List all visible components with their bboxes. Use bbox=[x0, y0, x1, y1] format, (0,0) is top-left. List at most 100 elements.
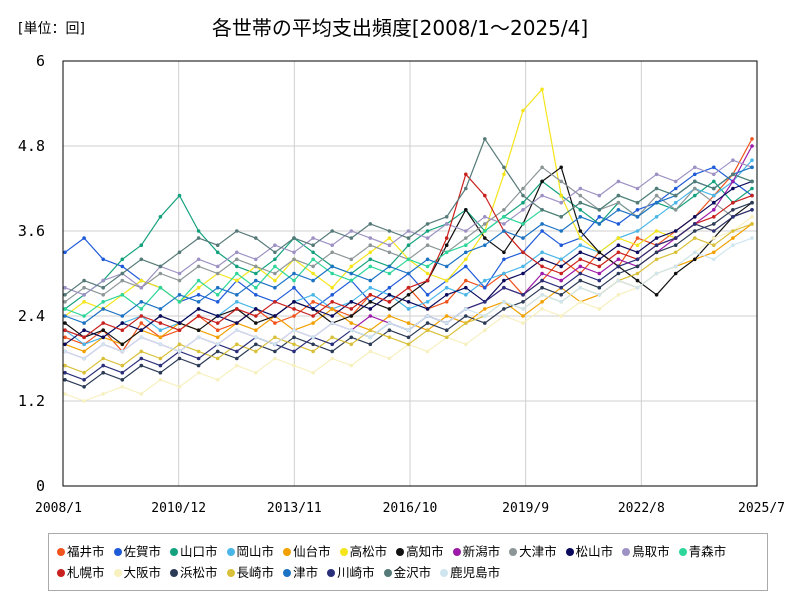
series-17-point-0 bbox=[63, 370, 67, 375]
series-3-point-16 bbox=[368, 285, 373, 290]
y-axis: 0 1.2 2.4 3.6 4.8 6 bbox=[18, 52, 45, 495]
series-1-point-14 bbox=[330, 293, 335, 297]
series-4-point-34 bbox=[712, 250, 716, 255]
series-0-point-12 bbox=[292, 314, 296, 318]
series-13-point-8 bbox=[215, 378, 220, 382]
legend-marker-18 bbox=[383, 569, 392, 577]
series-9-point-26 bbox=[559, 264, 563, 269]
series-11-point-24 bbox=[521, 222, 525, 226]
series-6-point-23 bbox=[502, 250, 506, 255]
series-6-point-25 bbox=[540, 179, 544, 184]
series-13-point-5 bbox=[158, 378, 163, 382]
series-1-point-28 bbox=[597, 215, 602, 219]
series-13-point-10 bbox=[254, 370, 258, 375]
series-16-point-0 bbox=[63, 314, 67, 318]
series-10-point-28 bbox=[597, 193, 602, 198]
series-8-point-19 bbox=[425, 243, 430, 247]
series-3-point-20 bbox=[444, 285, 449, 290]
series-14-point-4 bbox=[139, 363, 144, 368]
series-3-point-36 bbox=[750, 158, 754, 162]
series-11-point-20 bbox=[444, 250, 449, 255]
legend-marker-3 bbox=[226, 548, 235, 556]
series-11-point-13 bbox=[311, 257, 315, 262]
series-14-point-2 bbox=[101, 370, 105, 375]
legend-item-19: 鹿児島市 bbox=[440, 562, 500, 583]
series-9-point-29 bbox=[616, 243, 621, 247]
series-11-point-5 bbox=[158, 285, 163, 290]
series-3-point-26 bbox=[559, 257, 563, 262]
series-18-point-19 bbox=[425, 222, 430, 226]
series-13-point-11 bbox=[273, 356, 277, 361]
series-15-point-2 bbox=[101, 356, 105, 361]
series-4-point-8 bbox=[215, 335, 220, 340]
series-10-point-24 bbox=[521, 208, 525, 212]
series-19-point-4 bbox=[139, 335, 144, 340]
series-14-point-27 bbox=[578, 278, 583, 283]
series-8-point-8 bbox=[215, 271, 220, 276]
series-16-point-26 bbox=[559, 229, 563, 233]
legend-item-10: 鳥取市 bbox=[622, 541, 670, 562]
series-5-point-17 bbox=[387, 236, 392, 240]
series-12-point-9 bbox=[235, 307, 239, 311]
series-5-point-24 bbox=[521, 108, 525, 113]
series-19-point-19 bbox=[425, 314, 430, 318]
series-15-point-31 bbox=[654, 257, 659, 262]
legend-marker-5 bbox=[339, 548, 348, 556]
legend-label-1: 佐賀市 bbox=[123, 544, 162, 559]
series-10-point-1 bbox=[82, 293, 86, 297]
x-tick-label: 2022/8 bbox=[618, 501, 665, 516]
series-3-point-18 bbox=[406, 307, 411, 311]
series-17-point-5 bbox=[158, 363, 163, 368]
series-0-point-30 bbox=[635, 236, 640, 240]
series-10-point-6 bbox=[177, 271, 182, 276]
series-8-point-13 bbox=[311, 264, 315, 269]
series-2-point-13 bbox=[311, 250, 315, 255]
series-12-point-29 bbox=[616, 250, 621, 255]
series-9-point-13 bbox=[311, 307, 315, 311]
legend: 福井市 佐賀市 山口市 岡山市 仙台市 高松市 高知市 新潟市 大津市 松山市 鳥取市 青森市札幌市 大… bbox=[48, 533, 768, 591]
series-4-point-20 bbox=[444, 314, 449, 318]
series-2-point-33 bbox=[693, 193, 697, 198]
series-10-point-10 bbox=[254, 257, 258, 262]
series-9-point-0 bbox=[63, 342, 67, 347]
legend-marker-1 bbox=[113, 548, 122, 556]
series-14-point-34 bbox=[712, 222, 716, 226]
series-5-point-7 bbox=[196, 285, 201, 290]
series-6-point-10 bbox=[254, 321, 258, 325]
series-11-point-14 bbox=[330, 271, 335, 276]
series-18-point-35 bbox=[731, 172, 735, 177]
series-16-point-2 bbox=[101, 307, 105, 311]
series-5-point-31 bbox=[654, 229, 659, 233]
series-11-point-19 bbox=[425, 264, 430, 269]
series-8-point-23 bbox=[502, 208, 506, 212]
series-18-point-23 bbox=[502, 165, 506, 170]
series-line-12 bbox=[64, 173, 753, 338]
series-18-point-31 bbox=[654, 186, 659, 191]
series-14-point-29 bbox=[616, 271, 621, 276]
legend-item-7: 新潟市 bbox=[452, 541, 500, 562]
series-13-point-1 bbox=[82, 399, 86, 403]
series-12-point-0 bbox=[63, 328, 67, 333]
series-9-point-35 bbox=[731, 186, 735, 191]
series-8-point-21 bbox=[464, 236, 468, 240]
series-19-point-26 bbox=[559, 300, 563, 304]
series-6-point-31 bbox=[654, 293, 659, 297]
series-17-point-29 bbox=[616, 264, 621, 269]
series-17-point-14 bbox=[330, 342, 335, 347]
series-10-point-30 bbox=[635, 186, 640, 191]
series-18-point-33 bbox=[693, 179, 697, 184]
legend-item-12: 札幌市 bbox=[57, 562, 105, 583]
series-16-point-14 bbox=[330, 264, 335, 269]
legend-marker-17 bbox=[327, 569, 336, 577]
series-2-point-9 bbox=[235, 264, 239, 269]
series-12-point-36 bbox=[750, 193, 754, 198]
series-10-point-17 bbox=[387, 243, 392, 247]
series-10-point-20 bbox=[444, 222, 449, 226]
series-11-point-10 bbox=[254, 285, 258, 290]
series-5-point-30 bbox=[635, 243, 640, 247]
series-19-point-10 bbox=[254, 335, 258, 340]
series-10-point-0 bbox=[63, 285, 67, 290]
series-17-point-3 bbox=[120, 370, 125, 375]
series-14-point-15 bbox=[349, 335, 354, 340]
legend-item-11: 青森市 bbox=[678, 541, 726, 562]
